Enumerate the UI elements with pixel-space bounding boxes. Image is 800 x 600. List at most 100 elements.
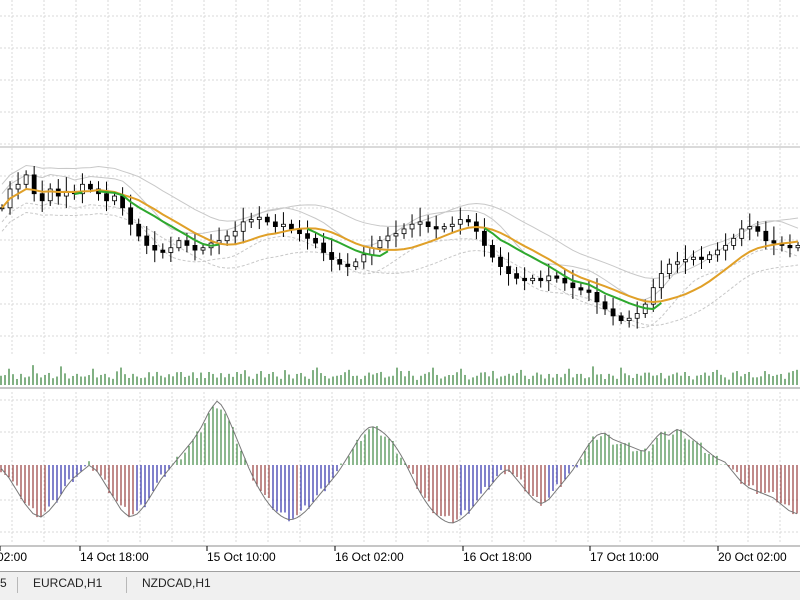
candle-body	[321, 242, 327, 253]
candle-body	[425, 221, 431, 227]
candle-body	[715, 249, 720, 256]
candle-body	[747, 226, 753, 230]
candle-body	[650, 287, 656, 305]
candle-body	[602, 301, 608, 310]
candle-body	[23, 174, 29, 185]
ma-fast-line	[98, 190, 220, 247]
candle-body	[546, 275, 552, 282]
oscillator-grid	[0, 392, 800, 544]
candle-body	[482, 230, 487, 246]
candle-body	[192, 244, 198, 251]
candle-body	[329, 252, 335, 260]
candle-body	[739, 228, 745, 239]
candle-body	[160, 249, 166, 253]
ma-fast-line	[74, 191, 83, 196]
candle-body	[136, 223, 142, 237]
candle-body	[272, 221, 278, 227]
candle-body	[88, 183, 93, 190]
candle-body	[578, 287, 584, 291]
time-label: 20 Oct 02:00	[718, 550, 787, 564]
envelope-line	[1, 173, 799, 300]
candle-body	[200, 247, 206, 251]
candle-body	[168, 247, 174, 253]
candle-body	[538, 277, 544, 282]
candle-body	[570, 282, 576, 289]
candle-body	[699, 256, 704, 260]
candle-body	[723, 244, 729, 251]
envelope-line	[1, 164, 799, 279]
candle-body	[80, 183, 85, 195]
candle-body	[683, 259, 688, 263]
candle-body	[256, 216, 262, 220]
candle-body	[562, 277, 568, 284]
candle-body	[514, 273, 519, 279]
oscillator-histogram	[0, 400, 798, 524]
candle-body	[498, 256, 503, 267]
candle-body	[353, 261, 359, 267]
candle-body	[112, 195, 117, 202]
candle-body	[554, 275, 560, 279]
candle-body	[691, 256, 696, 260]
tab-partial[interactable]: 5	[0, 576, 7, 590]
candle-body	[610, 308, 616, 317]
tab-separator	[126, 577, 127, 593]
candle-body	[795, 244, 800, 249]
candle-body	[385, 235, 391, 242]
candle-body	[224, 235, 230, 242]
candle-body	[634, 313, 640, 319]
candle-body	[377, 240, 383, 249]
candle-body	[281, 223, 286, 227]
candle-body	[490, 244, 495, 258]
candle-body	[15, 183, 21, 190]
chart-canvas[interactable]: 02:00 14 Oct 18:00 15 Oct 10:00 16 Oct 02:0…	[0, 0, 800, 571]
candle-body	[433, 226, 439, 230]
candle-body	[0, 207, 5, 210]
candle-body	[417, 221, 423, 225]
tab-eurcad[interactable]: EURCAD,H1	[33, 576, 103, 590]
candle-body	[128, 207, 134, 225]
envelope-line	[1, 202, 799, 329]
tab-separator	[17, 577, 18, 593]
candle-body	[449, 223, 455, 227]
candle-body	[787, 244, 793, 249]
candle-body	[626, 317, 632, 321]
time-label: 16 Oct 02:00	[335, 550, 404, 564]
candle-body	[104, 193, 109, 202]
candle-body	[240, 221, 246, 232]
candle-body	[666, 263, 672, 275]
time-label: 02:00	[0, 550, 27, 564]
time-label: 17 Oct 10:00	[590, 550, 659, 564]
candle-body	[313, 237, 318, 244]
candle-body	[707, 254, 712, 260]
ma-fast-line	[307, 228, 389, 258]
candle-body	[39, 193, 45, 202]
time-axis: 02:00 14 Oct 18:00 15 Oct 10:00 16 Oct 02:0…	[0, 546, 787, 564]
candle-body	[305, 233, 310, 239]
candle-body	[522, 277, 528, 282]
time-label: 16 Oct 18:00	[463, 550, 532, 564]
candle-body	[409, 223, 415, 230]
candle-body	[457, 219, 463, 225]
time-label: 15 Oct 10:00	[207, 550, 276, 564]
candle-body	[345, 263, 351, 267]
price-panel-bg	[0, 0, 800, 385]
candle-body	[248, 219, 254, 223]
candle-body	[264, 216, 270, 223]
candle-body	[393, 233, 399, 237]
candle-body	[361, 254, 367, 263]
candle-body	[658, 273, 664, 289]
osc-envelope	[0, 400, 798, 524]
volume-bars	[0, 365, 798, 385]
candle-body	[586, 289, 592, 293]
candle-body	[184, 240, 190, 246]
time-label: 14 Oct 18:00	[80, 550, 149, 564]
candle-body	[120, 195, 126, 209]
candle-body	[731, 237, 737, 246]
candle-body	[530, 277, 536, 282]
candle-body	[337, 259, 343, 265]
tab-nzdcad[interactable]: NZDCAD,H1	[142, 576, 211, 590]
ma-fast-line	[483, 227, 662, 311]
candle-body	[755, 226, 761, 232]
candle-body	[465, 219, 471, 223]
